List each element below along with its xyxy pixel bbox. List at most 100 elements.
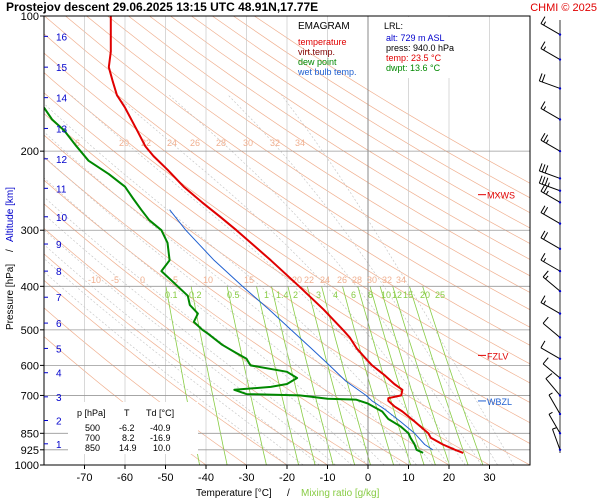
series-line-wet-bulb-temp xyxy=(169,209,434,451)
table-row-500-t: -6.2 xyxy=(119,423,135,433)
moist-adiabat-label: -5 xyxy=(111,275,119,285)
y-tick-label: 925 xyxy=(21,445,39,457)
x-label-sep: / xyxy=(287,488,290,499)
wind-barb-flag xyxy=(542,316,549,324)
lrl-temp: temp: 23.5 °C xyxy=(386,53,442,63)
y-tick-label: 1000 xyxy=(15,460,39,472)
wind-barb-staff xyxy=(552,428,561,450)
wind-barb xyxy=(540,340,562,360)
wind-barb-staff xyxy=(540,347,561,360)
moist-adiabat-label: 15 xyxy=(244,275,254,285)
table-row-500-td: -40.9 xyxy=(150,423,171,433)
dry-adiabat-line xyxy=(44,16,530,346)
wind-barb-flag xyxy=(544,165,549,174)
wind-barb-point xyxy=(558,432,562,435)
wind-barb-flag xyxy=(540,205,546,213)
dry-adiabat-label: 32 xyxy=(270,138,280,148)
altitude-tick-label: 4 xyxy=(56,369,62,380)
moist-adiabat-label: 22 xyxy=(304,275,314,285)
dry-adiabat-line xyxy=(128,16,530,277)
wind-barb-point xyxy=(558,201,562,204)
wind-barb xyxy=(548,411,562,435)
level-label-fzlv: FZLV xyxy=(487,351,508,361)
y-label-sep: / xyxy=(5,249,16,252)
legend-dew-point: dew point xyxy=(298,57,337,67)
wind-barb xyxy=(540,230,562,251)
y-tick-label: 300 xyxy=(21,225,39,237)
wind-barb-half-flag xyxy=(545,139,549,144)
lrl-dwpt: dwpt: 13.6 °C xyxy=(386,63,441,73)
wind-barb-half-flag xyxy=(547,182,550,187)
x-tick-label: -60 xyxy=(117,472,133,484)
altitude-tick-label: 2 xyxy=(56,417,62,428)
wind-barb xyxy=(538,163,562,180)
altitude-tick-label: 3 xyxy=(56,393,62,404)
dry-adiabat-line xyxy=(233,16,530,199)
wind-barb-staff xyxy=(548,414,561,434)
wind-barb-flag xyxy=(540,101,546,109)
dry-adiabat-line xyxy=(44,92,530,424)
wind-barb-staff xyxy=(540,237,561,250)
wind-barb-half-flag xyxy=(545,190,549,195)
wind-barb-point xyxy=(558,376,562,380)
x-tick-label: -40 xyxy=(198,472,214,484)
wind-barb-staff xyxy=(540,48,561,60)
x-tick-label: 10 xyxy=(402,472,414,484)
table-row-850-p: 850 xyxy=(85,443,100,453)
table-row-700-t: 8.2 xyxy=(122,433,135,443)
moist-adiabat-label: 24 xyxy=(320,275,330,285)
moist-adiabat-line xyxy=(115,94,466,465)
altitude-tick-label: 11 xyxy=(56,184,67,195)
wind-barb-flag xyxy=(540,132,546,141)
altitude-tick-label: 16 xyxy=(56,32,68,43)
level-label-wbzl: WBZL xyxy=(487,397,512,407)
dry-adiabat-line xyxy=(212,16,530,214)
wind-barb-half-flag xyxy=(552,427,557,430)
dry-adiabat-line xyxy=(65,16,530,328)
moist-adiabat-line xyxy=(44,229,336,465)
x-tick-label: 0 xyxy=(365,472,371,484)
wind-barb-point xyxy=(558,189,562,192)
wind-barb xyxy=(540,41,562,61)
dry-adiabat-line xyxy=(44,52,530,384)
y-tick-label: 850 xyxy=(21,428,39,440)
wind-barb-point xyxy=(558,312,562,315)
y-tick-label: 600 xyxy=(21,360,39,372)
x-tick-label: -20 xyxy=(279,472,295,484)
mixing-ratio-label: 2 xyxy=(293,290,298,300)
altitude-tick-label: 10 xyxy=(56,213,68,224)
table-bg xyxy=(68,402,198,454)
wind-barb xyxy=(542,357,562,380)
wind-barb-staff xyxy=(540,212,561,225)
dry-adiabat-line xyxy=(191,16,530,229)
wind-barb-flag xyxy=(543,185,549,194)
wind-barb xyxy=(540,205,562,225)
wind-barb-point xyxy=(558,118,562,121)
dry-adiabat-line xyxy=(149,16,530,260)
mixing-ratio-label: 0.5 xyxy=(227,290,240,300)
moist-adiabat-label: 32 xyxy=(382,275,392,285)
table-row-700-p: 700 xyxy=(85,433,100,443)
wind-barb xyxy=(538,73,562,90)
mixing-ratio-label: 12 xyxy=(392,290,402,300)
wind-barb-flag xyxy=(544,177,549,186)
dry-adiabat-line xyxy=(86,16,530,311)
moist-adiabat-label: 0 xyxy=(140,275,145,285)
altitude-tick-label: 12 xyxy=(56,155,68,166)
mixing-ratio-label: 1.4 xyxy=(276,290,289,300)
wind-barb-half-flag xyxy=(543,46,547,51)
moist-adiabat-label: -10 xyxy=(88,275,101,285)
wind-barb-point xyxy=(558,149,562,153)
table-row-850-t: 14.9 xyxy=(119,443,137,453)
moist-adiabat-line xyxy=(44,244,320,465)
wind-barb-staff xyxy=(539,170,561,179)
wind-barb-staff xyxy=(540,139,561,152)
dry-adiabat-line xyxy=(44,72,530,403)
wind-barb-staff xyxy=(540,190,561,203)
wind-barb-staff xyxy=(540,259,561,272)
wind-barb-point xyxy=(558,247,562,251)
credit-label: CHMI © 2025 xyxy=(530,2,597,14)
dry-adiabat-line xyxy=(107,16,530,293)
wind-barb-flag xyxy=(541,164,546,173)
